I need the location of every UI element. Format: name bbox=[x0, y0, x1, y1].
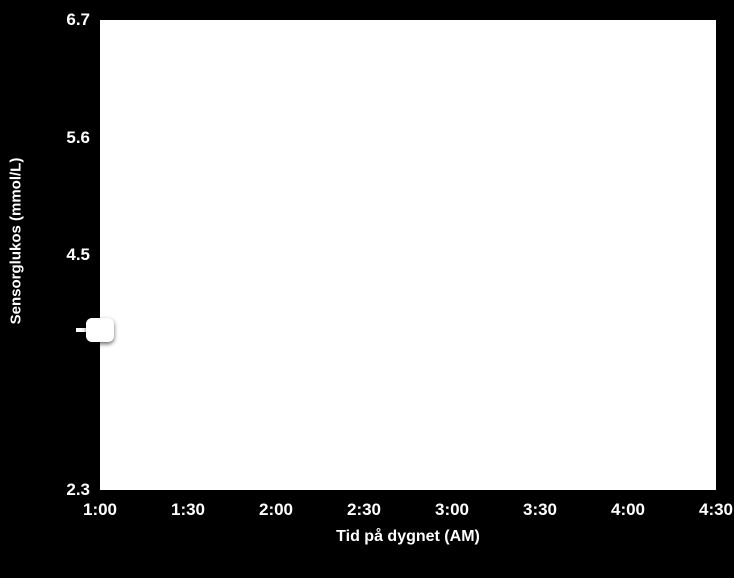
data-marker bbox=[86, 318, 114, 342]
glucose-chart: Sensorglukos (mmol/L) Tid på dygnet (AM)… bbox=[0, 0, 734, 578]
x-tick-label: 1:00 bbox=[83, 500, 117, 520]
x-tick-label: 4:00 bbox=[611, 500, 645, 520]
x-tick-label: 3:30 bbox=[523, 500, 557, 520]
x-tick-label: 1:30 bbox=[171, 500, 205, 520]
x-tick-label: 4:30 bbox=[699, 500, 733, 520]
x-tick-label: 3:00 bbox=[435, 500, 469, 520]
y-tick-label: 4.5 bbox=[66, 245, 90, 265]
y-tick-label: 5.6 bbox=[66, 128, 90, 148]
y-tick-label: 6.7 bbox=[66, 10, 90, 30]
plot-area bbox=[100, 20, 716, 490]
y-tick-label: 2.3 bbox=[66, 480, 90, 500]
x-tick-label: 2:00 bbox=[259, 500, 293, 520]
x-tick-label: 2:30 bbox=[347, 500, 381, 520]
x-axis-label: Tid på dygnet (AM) bbox=[336, 528, 480, 546]
